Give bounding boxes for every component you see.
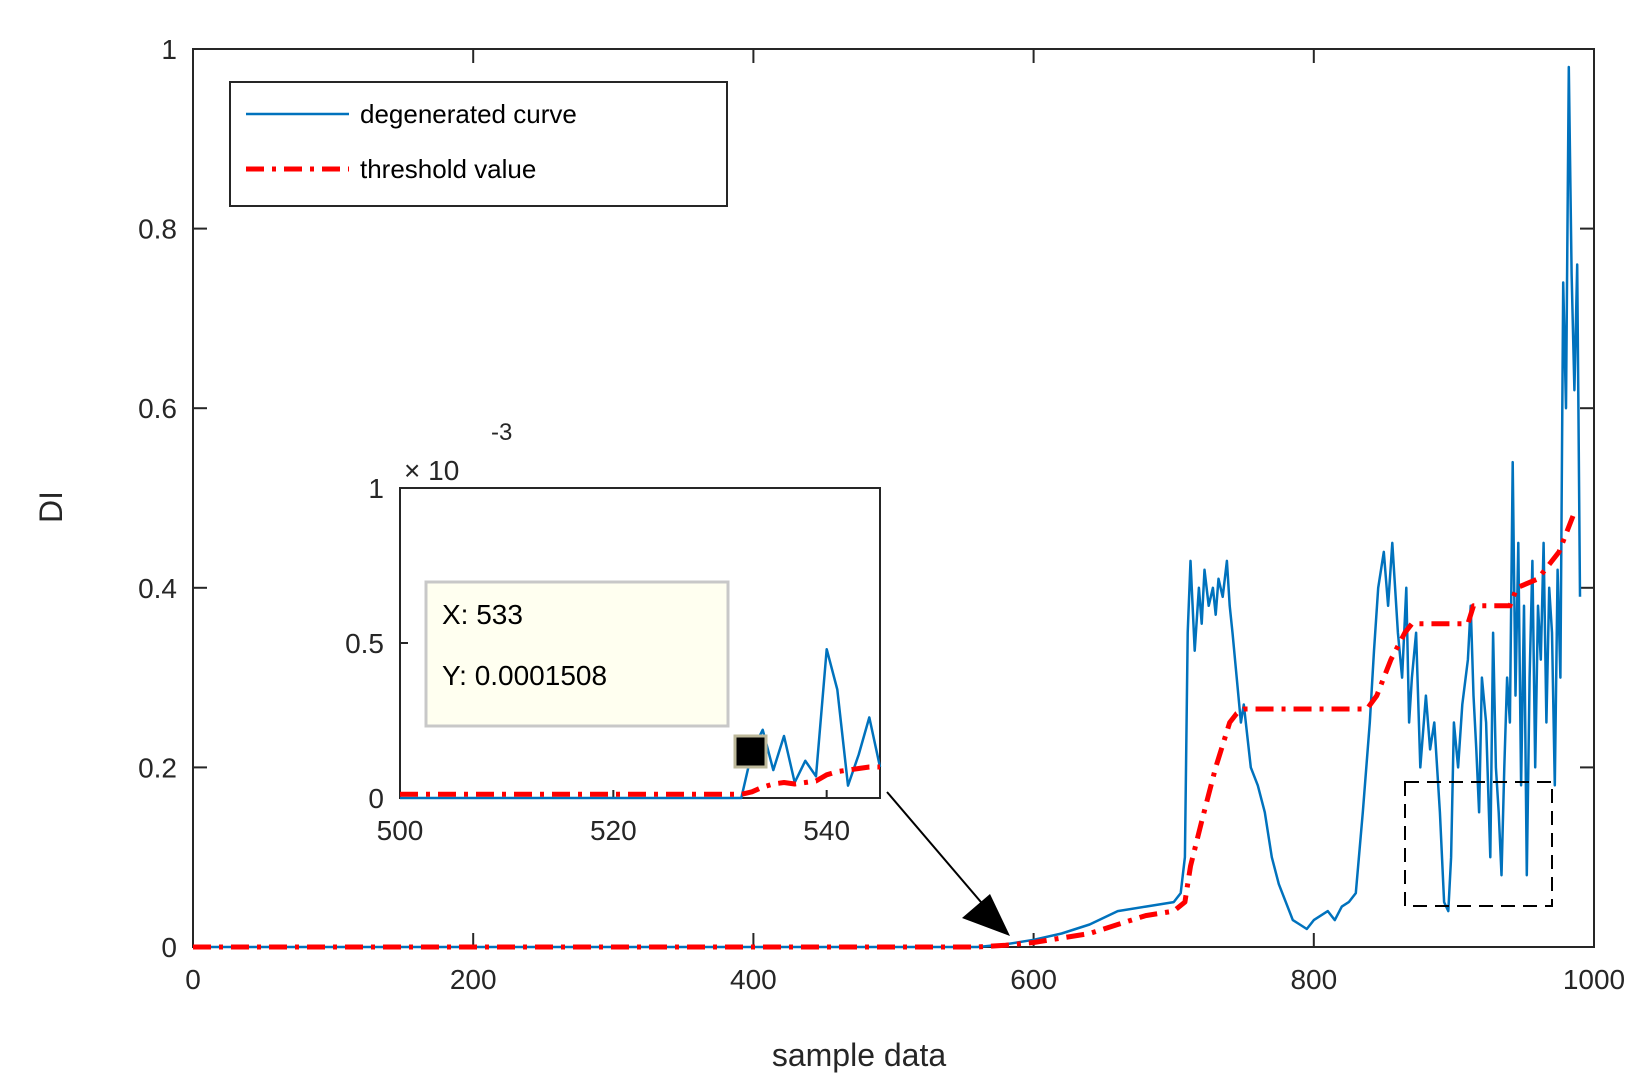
x-axis-label: sample data (772, 1037, 947, 1073)
inset-y-tick-label: 1 (368, 473, 384, 504)
main-x-tick-label: 600 (1010, 964, 1057, 995)
main-x-tick-label: 1000 (1563, 964, 1625, 995)
main-x-tick-label: 400 (730, 964, 777, 995)
main-y-tick-label: 0.4 (138, 573, 177, 604)
datatip-marker[interactable] (733, 734, 768, 769)
main-x-tick-label: 0 (185, 964, 201, 995)
inset-y-tick-label: 0.5 (345, 628, 384, 659)
pointer-arrow-head (962, 894, 1010, 936)
main-y-tick-label: 0 (161, 932, 177, 963)
legend-label-threshold-value: threshold value (360, 154, 536, 184)
datatip-x-value: X: 533 (442, 599, 523, 630)
datatip[interactable]: X: 533 Y: 0.0001508 (424, 580, 768, 769)
main-series-degenerated-curve (193, 65, 1582, 949)
legend-label-degenerated-curve: degenerated curve (360, 99, 577, 129)
main-y-tick-label: 0.2 (138, 752, 177, 783)
inset-y-exponent-base: × 10 (404, 455, 459, 486)
inset-x-tick-label: 540 (803, 815, 850, 846)
main-ticks: 0 200 400 600 800 1000 0 0.2 0.4 0.6 0.8 1 (138, 34, 1625, 995)
inset-x-tick-label: 520 (590, 815, 637, 846)
pointer-arrow-line (886, 791, 999, 923)
zoom-region-box (1404, 781, 1553, 907)
datatip-box (424, 580, 730, 728)
inset-y-tick-label: 0 (368, 783, 384, 814)
inset-series-threshold-value (400, 764, 880, 797)
inset-y-exponent-power: -3 (491, 419, 512, 446)
legend-box (229, 81, 728, 207)
datatip-y-value: Y: 0.0001508 (442, 660, 607, 691)
main-series (193, 65, 1582, 950)
main-y-tick-label: 1 (161, 34, 177, 65)
main-x-tick-label: 800 (1290, 964, 1337, 995)
y-axis-label: DI (33, 491, 69, 523)
inset-x-tick-label: 500 (377, 815, 424, 846)
main-y-tick-label: 0.6 (138, 393, 177, 424)
main-x-tick-label: 200 (450, 964, 497, 995)
main-y-tick-label: 0.8 (138, 214, 177, 245)
legend: degenerated curve threshold value (229, 81, 728, 207)
